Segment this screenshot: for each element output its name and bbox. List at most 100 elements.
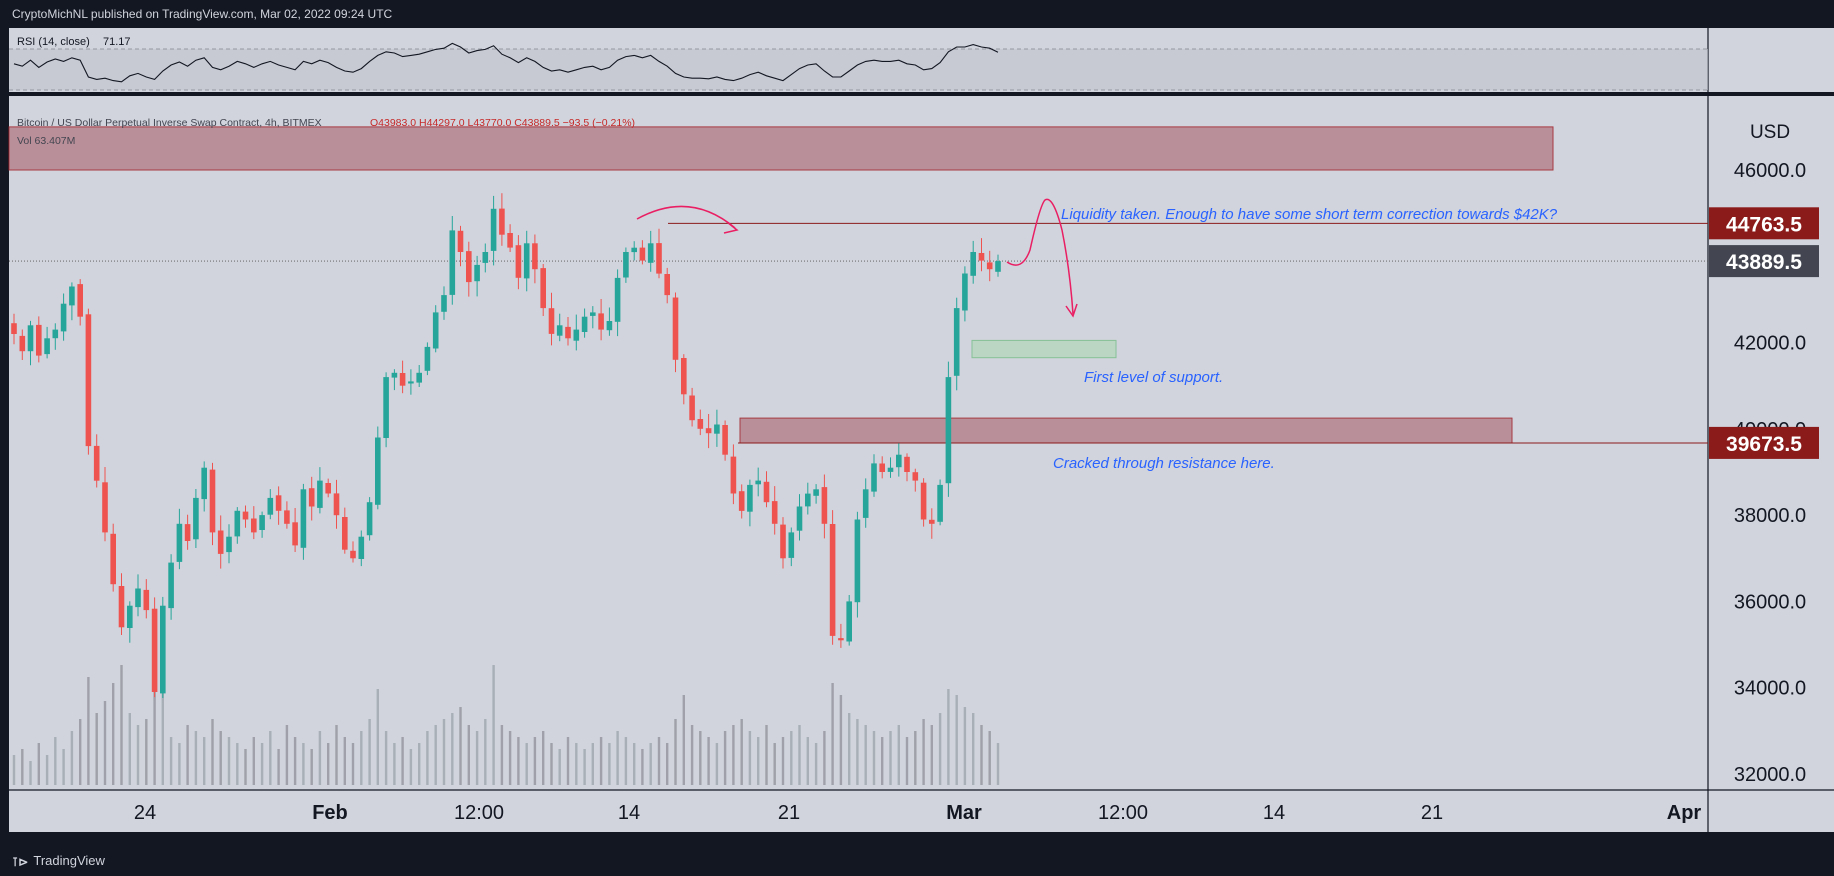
candle-body xyxy=(259,515,265,530)
candle-body xyxy=(416,372,422,383)
symbol-legend: Bitcoin / US Dollar Perpetual Inverse Sw… xyxy=(17,117,322,129)
volume-bar xyxy=(418,743,421,785)
volume-bar xyxy=(508,731,512,785)
support-zone xyxy=(971,339,1117,359)
volume-bar xyxy=(657,737,661,785)
candle-body xyxy=(251,518,257,533)
volume-bar xyxy=(542,731,545,785)
candle-body xyxy=(639,247,646,261)
candle-body xyxy=(391,372,398,378)
candle-body xyxy=(515,245,522,278)
resistance-zone-lower xyxy=(739,417,1513,444)
candle-body xyxy=(234,510,241,537)
annotation-resistance: Cracked through resistance here. xyxy=(1053,455,1275,472)
volume-bar xyxy=(87,677,90,785)
volume-bar xyxy=(748,731,752,785)
candle-body xyxy=(507,233,513,248)
volume-bar xyxy=(914,731,917,785)
volume-bar xyxy=(616,731,619,785)
volume-bar xyxy=(277,749,280,785)
volume-bar xyxy=(211,719,214,785)
volume-bar xyxy=(360,731,363,785)
volume-bar xyxy=(814,743,818,785)
price-tag-label: 43889.5 xyxy=(1726,251,1802,274)
volume-bar xyxy=(434,725,437,785)
candle-body xyxy=(383,377,389,438)
volume-bar xyxy=(864,725,867,785)
candle-body xyxy=(796,506,803,531)
candle-body xyxy=(143,589,150,611)
candle-body xyxy=(110,533,116,585)
volume-bar xyxy=(384,731,388,785)
volume-bar xyxy=(848,713,851,785)
volume-bar xyxy=(37,743,40,785)
rsi-band xyxy=(9,49,1708,90)
volume-bar xyxy=(839,695,843,785)
volume-bar xyxy=(335,725,338,785)
volume-bar xyxy=(905,737,909,785)
candle-body xyxy=(242,511,249,520)
candle-body xyxy=(424,346,431,371)
volume-bar xyxy=(285,725,289,785)
volume-bar xyxy=(269,731,272,785)
candle-body xyxy=(763,481,770,503)
volume-bar xyxy=(823,731,826,785)
volume-bar xyxy=(831,683,834,785)
volume-bar xyxy=(500,725,504,785)
volume-bar xyxy=(136,725,140,785)
candle-body xyxy=(813,489,819,496)
volume-bar xyxy=(682,695,685,785)
candle-body xyxy=(697,419,704,429)
volume-bar xyxy=(442,719,446,785)
volume-bar xyxy=(517,737,520,785)
candle-body xyxy=(970,252,976,276)
volume-bar xyxy=(699,731,702,785)
volume-bar xyxy=(608,743,611,785)
candle-body xyxy=(556,325,563,336)
candle-body xyxy=(887,467,894,472)
volume-bar xyxy=(186,725,189,785)
brand-label[interactable]: TradingView xyxy=(33,853,105,868)
candle-body xyxy=(755,480,761,485)
candle-body xyxy=(168,562,174,609)
candle-body xyxy=(441,295,447,312)
candle-body xyxy=(457,230,464,252)
volume-bar xyxy=(889,731,892,785)
volume-bar xyxy=(54,737,57,785)
volume-bar xyxy=(558,749,561,785)
rsi-value: 71.17 xyxy=(103,36,131,48)
volume-bar xyxy=(732,725,735,785)
candle-body xyxy=(375,437,381,505)
candle-body xyxy=(333,493,340,516)
candle-body xyxy=(325,483,331,494)
volume-bar xyxy=(641,749,644,785)
candle-body xyxy=(623,252,629,278)
candle-body xyxy=(581,316,588,332)
candle-body xyxy=(77,284,83,317)
volume-bar xyxy=(583,749,586,785)
candle-body xyxy=(821,487,828,524)
volume-bar xyxy=(260,743,264,785)
candle-body xyxy=(317,480,323,508)
price-tick-label: 34000.0 xyxy=(1734,678,1806,700)
candle-body xyxy=(19,335,26,352)
volume-bar xyxy=(244,749,247,785)
volume-bar xyxy=(128,713,131,785)
volume-bar xyxy=(161,671,164,785)
volume-bar xyxy=(972,713,975,785)
volume-bar xyxy=(467,725,470,785)
volume-bar xyxy=(178,743,181,785)
volume-bar xyxy=(690,725,694,785)
candle-body xyxy=(432,312,439,349)
rsi-label: RSI (14, close) xyxy=(17,36,90,48)
volume-bar xyxy=(798,725,801,785)
candle-body xyxy=(36,324,42,356)
candle-body xyxy=(598,313,604,330)
volume-bar xyxy=(723,731,727,785)
price-tag-label: 44763.5 xyxy=(1726,213,1802,236)
volume-bar xyxy=(145,719,148,785)
candle-body xyxy=(896,454,902,468)
candle-body xyxy=(135,588,141,608)
price-tag xyxy=(1709,245,1819,278)
